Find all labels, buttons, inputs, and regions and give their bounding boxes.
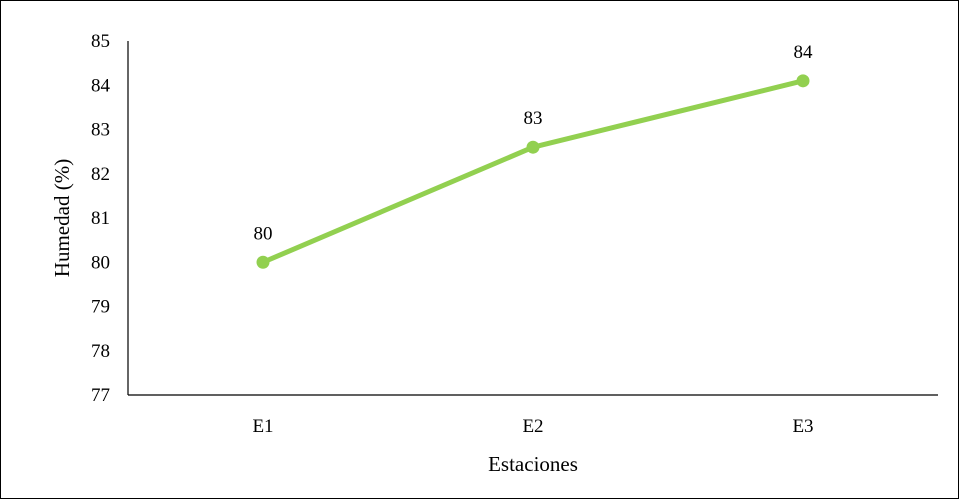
data-label: 80 [254, 223, 273, 244]
x-tick-label: E1 [252, 416, 273, 437]
x-axis-ticks: E1 E2 E3 [252, 416, 813, 437]
data-label: 83 [524, 108, 543, 129]
axes [127, 41, 938, 396]
y-tick-label: 81 [91, 208, 110, 229]
data-point [526, 140, 540, 154]
data-point [256, 255, 270, 269]
y-tick-label: 83 [91, 120, 110, 141]
y-axis-title: Humedad (%) [50, 159, 74, 277]
x-tick-label: E3 [792, 416, 813, 437]
data-point [796, 74, 810, 88]
y-tick-label: 79 [91, 297, 110, 318]
y-tick-label: 78 [91, 341, 110, 362]
y-tick-label: 84 [91, 75, 111, 96]
data-label: 84 [794, 42, 814, 63]
series-group: 80 83 84 [254, 42, 814, 269]
x-tick-label: E2 [522, 416, 543, 437]
y-tick-label: 80 [91, 252, 110, 273]
x-axis-title: Estaciones [488, 452, 578, 476]
y-axis-ticks: 77 78 79 80 81 82 83 84 85 [91, 31, 111, 406]
y-tick-label: 82 [91, 164, 110, 185]
y-tick-label: 77 [91, 385, 110, 406]
y-tick-label: 85 [91, 31, 110, 52]
